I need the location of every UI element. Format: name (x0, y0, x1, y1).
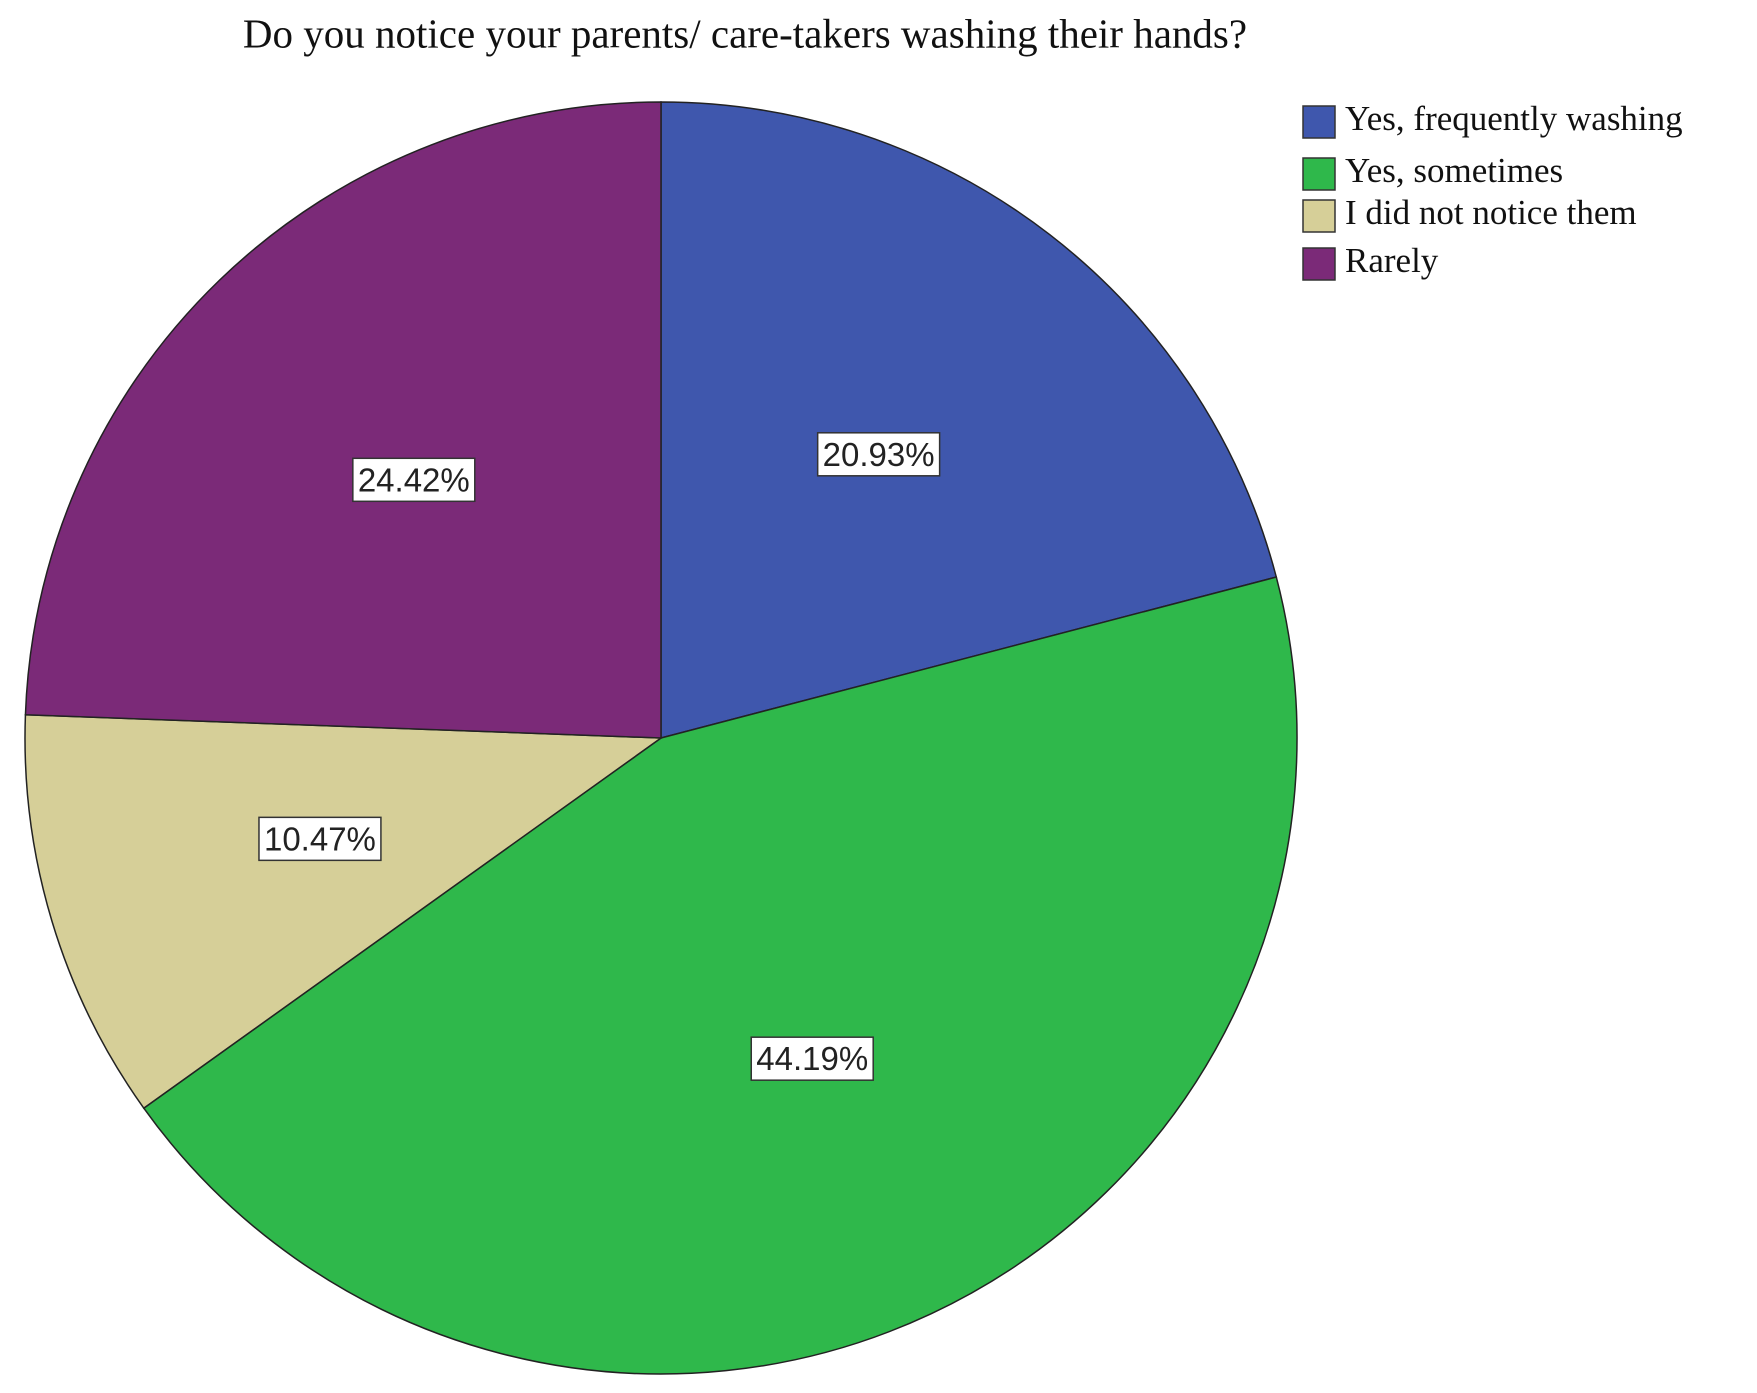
data-label-box (352, 457, 476, 503)
legend-label: Yes, frequently washing (1345, 99, 1683, 138)
data-label: 10.47% (258, 816, 382, 862)
data-label: 24.42% (352, 457, 476, 503)
data-label-text: 20.93% (823, 436, 935, 473)
legend-swatch (1302, 157, 1336, 191)
data-label-text: 44.19% (756, 1040, 868, 1077)
legend-label: I did not notice them (1345, 193, 1637, 232)
data-label: 44.19% (750, 1036, 874, 1081)
pie-slice (24, 101, 662, 739)
legend-swatch (1302, 199, 1336, 233)
legend-label: Yes, sometimes (1345, 151, 1563, 190)
pie-slice (24, 713, 664, 1110)
data-label-text: 24.42% (358, 461, 470, 498)
pie-slice (660, 101, 1278, 739)
legend-swatch (1302, 105, 1336, 139)
data-label-box (258, 816, 382, 862)
pie-slice (142, 576, 1298, 1375)
legend-label: Rarely (1345, 241, 1439, 280)
data-label-box (750, 1036, 874, 1081)
data-label: 20.93% (816, 432, 941, 477)
data-label-text: 10.47% (264, 820, 376, 857)
chart-title: Do you notice your parents/ care-takers … (243, 10, 1247, 56)
data-label-box (816, 432, 941, 477)
legend-swatch (1302, 247, 1336, 281)
